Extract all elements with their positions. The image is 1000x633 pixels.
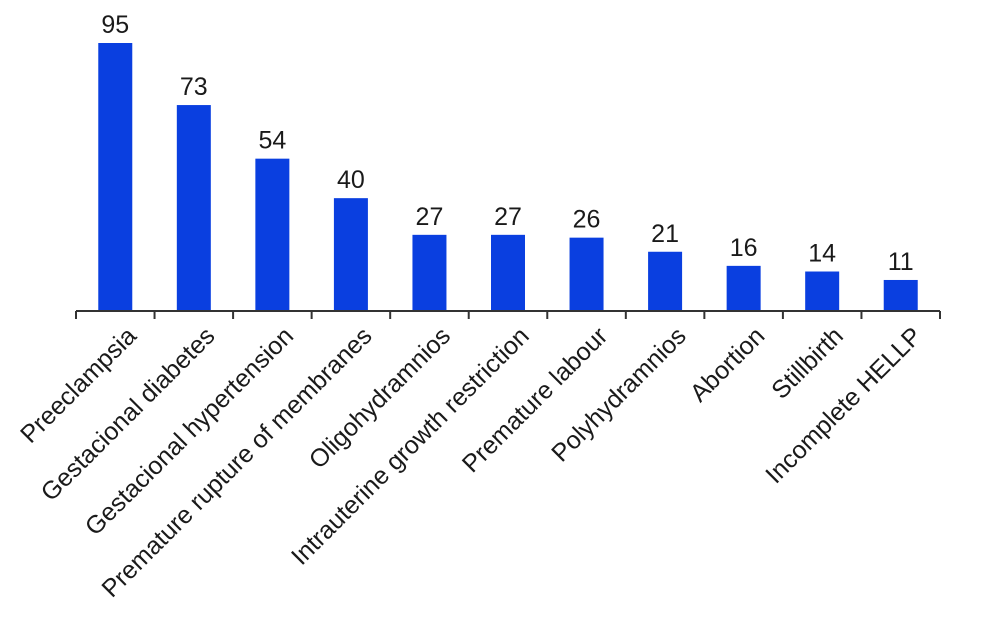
value-labels-group: 95 73 54 40 27 27 26 21 16 14 11 <box>101 11 913 276</box>
bar-value-label: 11 <box>888 248 914 276</box>
bar-10 <box>883 279 918 311</box>
bar-value-label: 21 <box>651 220 679 248</box>
bar-9 <box>805 271 840 311</box>
bar-value-label: 14 <box>808 240 836 268</box>
bar-6 <box>569 237 604 311</box>
x-tick-label: Premature labour <box>457 322 613 478</box>
bar-value-label: 95 <box>101 11 129 39</box>
x-tick-label: Oligohydramnios <box>304 322 456 474</box>
x-tick-label: Abortion <box>685 322 771 408</box>
bars-group <box>98 43 918 311</box>
x-axis-ticks-group <box>75 311 941 319</box>
bar-0 <box>98 43 133 311</box>
bar-8 <box>726 265 761 311</box>
bar-value-label: 27 <box>416 203 444 231</box>
bar-5 <box>491 234 525 311</box>
x-tick-label: Incomplete HELLP <box>760 322 927 489</box>
bar-1 <box>176 105 211 311</box>
bar-value-label: 16 <box>730 234 758 262</box>
bar-7 <box>648 251 683 311</box>
bar-4 <box>412 234 447 311</box>
bar-2 <box>255 158 290 311</box>
bar-value-label: 27 <box>494 203 522 231</box>
bar-3 <box>333 198 368 311</box>
bar-value-label: 40 <box>337 166 365 194</box>
x-tick-label: Polyhydramnios <box>546 322 692 468</box>
bar-value-label: 54 <box>258 127 286 155</box>
bar-value-label: 73 <box>180 73 208 101</box>
bar-value-label: 26 <box>573 206 601 234</box>
